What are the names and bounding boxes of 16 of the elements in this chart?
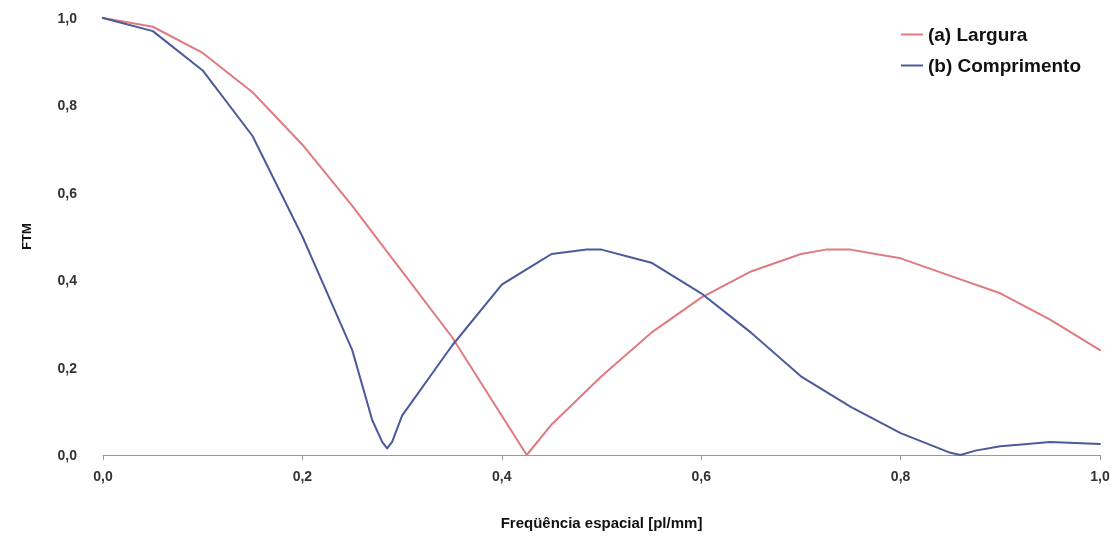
y-tick-label: 0,8: [57, 97, 78, 114]
x-axis-title: Freqüência espacial [pl/mm]: [500, 514, 703, 531]
x-tick-label: 1,0: [1090, 468, 1110, 484]
y-tick-label: 0,6: [57, 184, 78, 201]
x-tick-label: 0,8: [890, 468, 911, 484]
legend-label: (b) Comprimento: [927, 55, 1082, 76]
legend-label: (a) Largura: [927, 24, 1028, 45]
x-tick-label: 0,2: [292, 468, 313, 484]
y-tick-label: 0,0: [57, 447, 78, 463]
y-tick-label: 0,4: [57, 272, 78, 289]
x-tick-label: 0,4: [492, 468, 512, 484]
x-tick-label: 0,6: [691, 468, 712, 484]
y-tick-label: 0,2: [57, 359, 78, 376]
y-tick-label: 1,0: [57, 10, 78, 26]
y-axis-title: FTM: [19, 223, 34, 250]
x-tick-label: 0,0: [93, 468, 113, 484]
